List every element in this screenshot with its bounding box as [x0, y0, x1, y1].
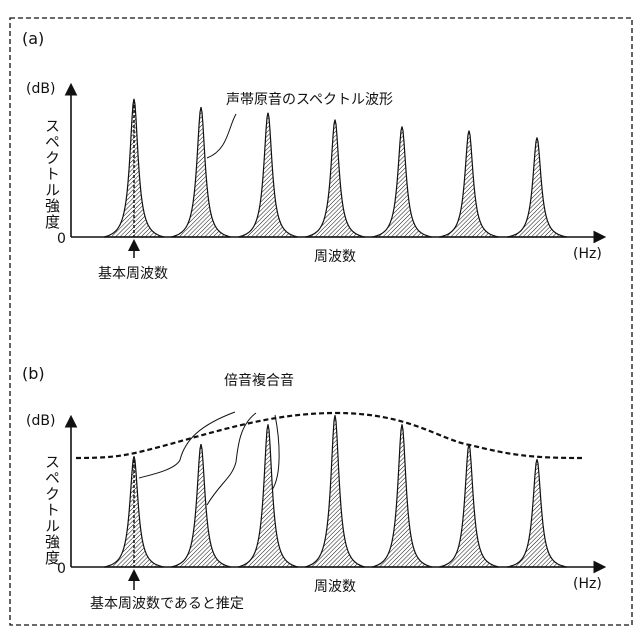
panel-b-arrow-label: 基本周波数であると推定 [90, 597, 244, 611]
spectral-peak-4 [305, 120, 365, 237]
spectral-peak-6 [439, 444, 499, 567]
spectral-peak-3 [238, 113, 298, 237]
panel-a-x-label: 周波数 [314, 250, 356, 264]
panel-b-callout-leaders [139, 412, 279, 505]
spectral-peak-2 [171, 444, 231, 567]
panel-a-x-unit: (Hz) [573, 247, 602, 261]
spectral-peak-6 [439, 131, 499, 237]
panel-b-origin: 0 [57, 562, 66, 576]
spectral-peak-4 [305, 415, 365, 567]
panel-b-peaks [104, 415, 567, 567]
spectral-peak-2 [171, 107, 231, 237]
panel-b-callout: 倍音複合音 [224, 374, 294, 388]
panel-b-y-unit: (dB) [26, 414, 55, 428]
panel-b-label: (b) [22, 366, 45, 382]
panel-b-y-label: スペクトル強度 [44, 454, 59, 566]
panel-b-x-label: 周波数 [314, 580, 356, 594]
spectral-peak-7 [507, 459, 567, 567]
panel-b-envelope-dashed-curve [76, 413, 582, 458]
panel-b-x-unit: (Hz) [573, 577, 602, 591]
panel-a-arrow-label: 基本周波数 [98, 267, 168, 281]
panel-a-peaks [104, 99, 567, 237]
panel-a-label: (a) [22, 31, 44, 47]
spectral-peak-3 [238, 424, 298, 567]
panel-a-callout-leader [207, 114, 236, 158]
panel-a-y-unit: (dB) [26, 82, 55, 96]
spectral-peak-5 [372, 424, 432, 567]
spectral-peak-7 [507, 138, 567, 238]
panel-a-origin: 0 [57, 232, 66, 246]
spectral-peak-5 [372, 127, 432, 238]
panel-a-callout: 声帯原音のスペクトル波形 [226, 93, 393, 107]
panel-a-y-label: スペクトル強度 [44, 118, 59, 230]
